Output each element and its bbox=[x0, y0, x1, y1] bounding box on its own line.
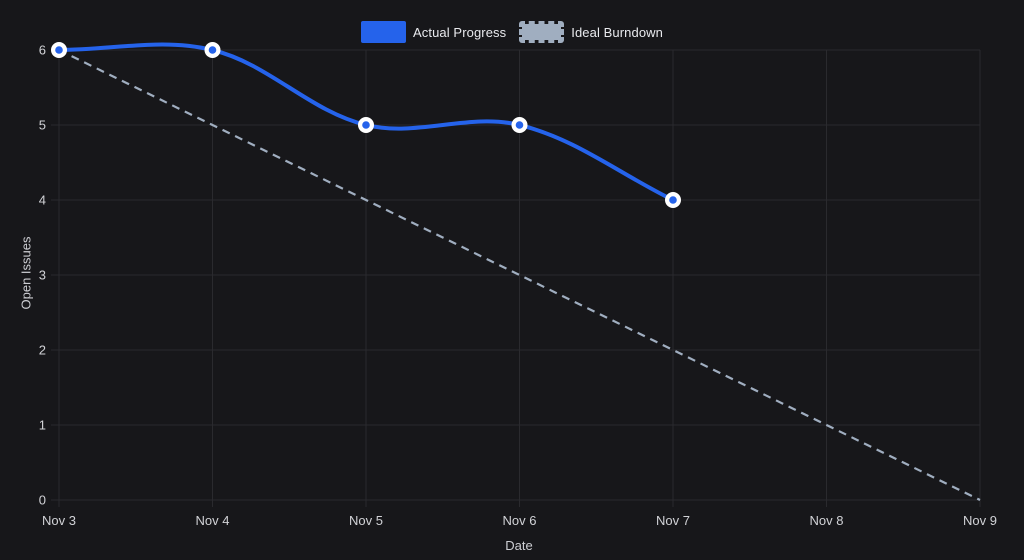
y-tick-label: 6 bbox=[39, 43, 46, 58]
x-tick-label: Nov 8 bbox=[810, 513, 844, 528]
x-axis-title: Date bbox=[505, 538, 533, 553]
x-tick-label: Nov 4 bbox=[196, 513, 230, 528]
y-tick-label: 4 bbox=[39, 193, 46, 208]
x-tick-label: Nov 5 bbox=[349, 513, 383, 528]
actual-progress-swatch bbox=[360, 21, 406, 43]
legend-label-actual-progress: Actual Progress bbox=[412, 24, 507, 40]
x-tick-label: Nov 3 bbox=[42, 513, 76, 528]
x-tick-label: Nov 9 bbox=[963, 513, 997, 528]
ideal-burndown-swatch bbox=[519, 21, 565, 43]
legend-item-actual-progress[interactable]: Actual Progress bbox=[360, 21, 507, 43]
y-tick-label: 3 bbox=[39, 268, 46, 283]
y-tick-label: 2 bbox=[39, 343, 46, 358]
x-tick-label: Nov 6 bbox=[503, 513, 537, 528]
y-tick-label: 0 bbox=[39, 493, 46, 508]
ideal-burndown-line bbox=[58, 49, 981, 501]
data-point-center bbox=[55, 46, 63, 54]
data-point-center bbox=[669, 196, 677, 204]
y-axis-title: Open Issues bbox=[18, 236, 34, 310]
legend-item-ideal-burndown[interactable]: Ideal Burndown bbox=[519, 21, 663, 43]
data-point-center bbox=[515, 121, 524, 129]
x-tick-label: Nov 7 bbox=[656, 513, 690, 528]
y-tick-label: 1 bbox=[39, 418, 46, 433]
data-point-center bbox=[208, 46, 217, 54]
y-tick-label: 5 bbox=[39, 118, 46, 133]
data-point-center bbox=[362, 121, 370, 129]
legend-label-ideal-burndown: Ideal Burndown bbox=[571, 24, 663, 40]
chart-legend: Actual Progress Ideal Burndown bbox=[0, 21, 1024, 43]
